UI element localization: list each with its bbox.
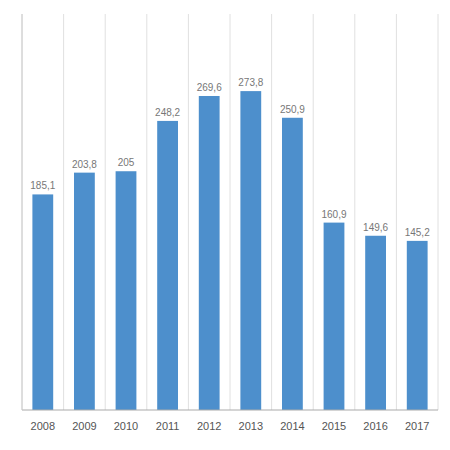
grid-line xyxy=(63,14,64,410)
grid-line xyxy=(396,14,397,410)
data-labels: 185,1 203,8 205 248,2 269,6 273,8 250,9 160,9 14… xyxy=(30,77,430,238)
grid-line xyxy=(230,14,231,410)
bar xyxy=(282,118,303,410)
x-tick-label: 2015 xyxy=(322,420,346,432)
bar xyxy=(157,121,178,410)
data-label: 269,6 xyxy=(197,82,222,93)
bar xyxy=(324,223,345,410)
x-tick-label: 2011 xyxy=(156,420,180,432)
data-label: 185,1 xyxy=(30,180,55,191)
data-label: 248,2 xyxy=(155,107,180,118)
grid-line xyxy=(22,14,23,410)
grid-line xyxy=(105,14,106,410)
grid-line xyxy=(146,14,147,410)
x-tick-label: 2009 xyxy=(72,420,96,432)
grid-line xyxy=(188,14,189,410)
data-label: 273,8 xyxy=(238,77,263,88)
bars xyxy=(32,91,427,410)
x-tick-label: 2016 xyxy=(363,420,387,432)
chart: 185,1 203,8 205 248,2 269,6 273,8 250,9 160,9 14… xyxy=(0,0,450,450)
x-tick-label: 2010 xyxy=(114,420,138,432)
x-axis-line xyxy=(22,410,438,411)
bar xyxy=(365,236,386,410)
data-label: 205 xyxy=(118,157,135,168)
x-tick-label: 2017 xyxy=(405,420,429,432)
x-tick-label: 2012 xyxy=(197,420,221,432)
bar xyxy=(32,194,53,410)
data-label: 160,9 xyxy=(321,209,346,220)
bar xyxy=(74,173,95,410)
grid-line xyxy=(438,14,439,410)
bar xyxy=(407,241,428,410)
chart-container: 185,1 203,8 205 248,2 269,6 273,8 250,9 160,9 14… xyxy=(0,0,450,450)
grid-line xyxy=(271,14,272,410)
grid-line xyxy=(354,14,355,410)
x-tick-label: 2008 xyxy=(31,420,55,432)
grid xyxy=(22,14,438,410)
bar xyxy=(116,171,137,410)
bar xyxy=(240,91,261,410)
data-label: 203,8 xyxy=(72,159,97,170)
bar xyxy=(199,96,220,410)
data-label: 145,2 xyxy=(405,227,430,238)
y-axis-line xyxy=(22,14,23,410)
x-tick-label: 2014 xyxy=(280,420,304,432)
data-label: 149,6 xyxy=(363,222,388,233)
grid-line xyxy=(313,14,314,410)
x-tick-label: 2013 xyxy=(239,420,263,432)
data-label: 250,9 xyxy=(280,104,305,115)
x-tick-labels: 2008 2009 2010 2011 2012 2013 2014 2015 2016 2017 xyxy=(31,420,430,432)
